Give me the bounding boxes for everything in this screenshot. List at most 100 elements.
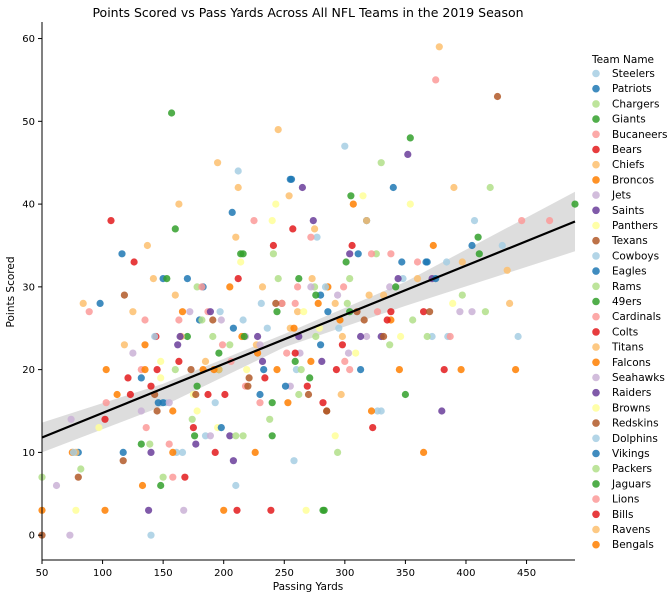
point-cowboys [216,308,224,316]
point-cowboys [514,332,522,341]
point-raiders [229,457,237,465]
y-tick-label: 10 [22,448,35,459]
legend-marker [592,419,600,427]
point-ravens [503,266,511,274]
point-jets [66,531,74,539]
point-packers [297,366,305,374]
point-cardinals [546,217,554,225]
point-ravens [308,275,316,283]
point-jaguars [137,440,145,448]
point-lions [283,349,291,357]
point-vikings [217,424,225,432]
point-falcons [141,341,149,349]
point-cardinals [141,316,149,324]
point-broncos [429,241,437,250]
legend-marker [592,69,600,78]
legend-entry: Browns [612,402,650,414]
point-ravens [232,233,240,241]
point-seahawks [67,415,75,423]
legend-entry: Colts [612,326,638,338]
point-seahawks [344,349,353,357]
x-tick-label: 450 [517,568,536,579]
point-cardinals [291,299,299,307]
legend-marker [592,480,600,488]
point-texans [426,308,434,316]
point-texans [360,316,368,324]
point-steelers [232,481,240,490]
point-49ers [239,250,247,258]
point-texans [245,374,253,382]
legend: Steelers Patriots Chargers Giants Bucaneers B… [592,68,667,551]
point-chargers [77,465,85,473]
legend-entry: Seahawks [612,372,665,384]
legend-entry: Bengals [612,539,654,551]
legend-marker [592,312,600,321]
point-49ers [571,200,579,208]
point-seahawks [386,283,394,291]
confidence-band [42,191,575,453]
point-titans [120,341,128,349]
legend-entry: Titans [611,342,644,354]
point-titans [365,291,373,299]
point-raiders [176,332,184,341]
point-bills [147,382,155,390]
point-colts [303,382,311,390]
point-seahawks [256,341,264,349]
point-colts [338,341,346,349]
point-panthers [331,432,339,440]
point-giants [347,192,355,200]
point-bears [420,308,428,316]
point-giants [406,134,414,142]
point-patriots [96,299,104,307]
point-dolphins [373,407,382,415]
point-packers [423,332,431,341]
point-jets [52,481,61,490]
regression-line [41,220,576,439]
point-cowboys [470,217,479,225]
point-redskins [209,316,217,324]
point-jets [206,432,214,440]
point-patriots [228,208,236,216]
legend-entry: Steelers [612,68,655,80]
legend-marker [592,267,600,275]
point-jaguars [312,291,320,299]
point-bills [175,357,183,365]
point-bengals [226,283,234,291]
point-colts [234,275,242,283]
point-vikings [183,275,191,283]
x-axis-label: Passing Yards [273,581,343,593]
point-chargers [377,159,385,167]
point-bengals [314,299,322,307]
legend-marker [592,404,600,412]
legend-entry: Patriots [612,83,652,95]
legend-marker [592,464,600,473]
point-redskins [119,457,127,465]
point-redskins [187,366,195,374]
point-redskins [304,390,313,399]
legend-entry: Chiefs [612,159,645,171]
legend-marker [592,297,600,306]
point-bengals [141,366,149,374]
legend-entry: Falcons [612,357,651,369]
point-patriots [468,241,476,250]
point-seahawks [186,308,194,316]
legend-marker [592,373,600,382]
point-falcons [457,366,465,374]
point-seahawks [129,349,137,357]
point-saints [346,250,354,258]
legend-marker [592,434,600,443]
point-eagles [137,374,145,382]
point-seahawks [217,316,225,324]
point-falcons [349,200,357,208]
point-packers [198,316,206,324]
point-dolphins [211,399,219,407]
point-rams [409,316,417,324]
point-49ers [475,250,483,258]
point-bucaneers [340,283,348,291]
point-bengals [420,448,428,456]
legend-entry: Broncos [612,174,654,186]
point-colts [153,366,161,374]
point-panthers [302,506,310,514]
point-bills [319,399,327,407]
